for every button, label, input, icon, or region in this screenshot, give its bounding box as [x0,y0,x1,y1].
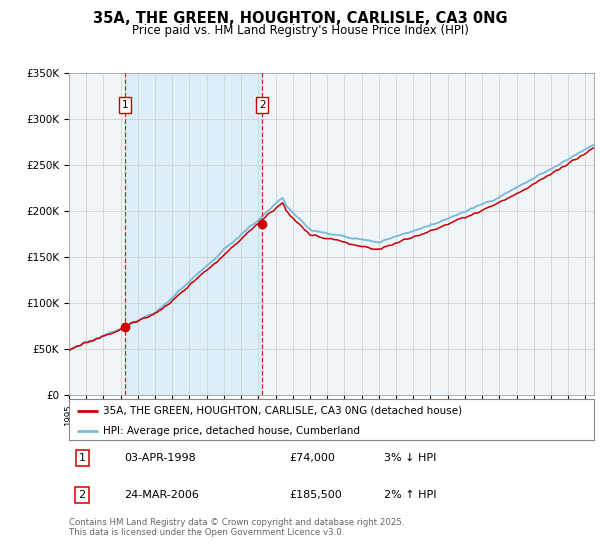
Text: HPI: Average price, detached house, Cumberland: HPI: Average price, detached house, Cumb… [103,426,360,436]
Text: 24-MAR-2006: 24-MAR-2006 [124,490,199,500]
Text: 1: 1 [122,100,128,110]
Text: £185,500: £185,500 [290,490,342,500]
Text: 35A, THE GREEN, HOUGHTON, CARLISLE, CA3 0NG: 35A, THE GREEN, HOUGHTON, CARLISLE, CA3 … [92,11,508,26]
Text: 2: 2 [79,490,86,500]
Bar [125,73,262,395]
Text: Contains HM Land Registry data © Crown copyright and database right 2025.
This d: Contains HM Land Registry data © Crown c… [69,518,404,538]
Text: 03-APR-1998: 03-APR-1998 [124,453,196,463]
Text: 35A, THE GREEN, HOUGHTON, CARLISLE, CA3 0NG (detached house): 35A, THE GREEN, HOUGHTON, CARLISLE, CA3 … [103,405,462,416]
Text: Price paid vs. HM Land Registry's House Price Index (HPI): Price paid vs. HM Land Registry's House … [131,24,469,36]
Text: £74,000: £74,000 [290,453,335,463]
Text: 2% ↑ HPI: 2% ↑ HPI [384,490,437,500]
Text: 2: 2 [259,100,266,110]
Text: 1: 1 [79,453,86,463]
Text: 3% ↓ HPI: 3% ↓ HPI [384,453,436,463]
